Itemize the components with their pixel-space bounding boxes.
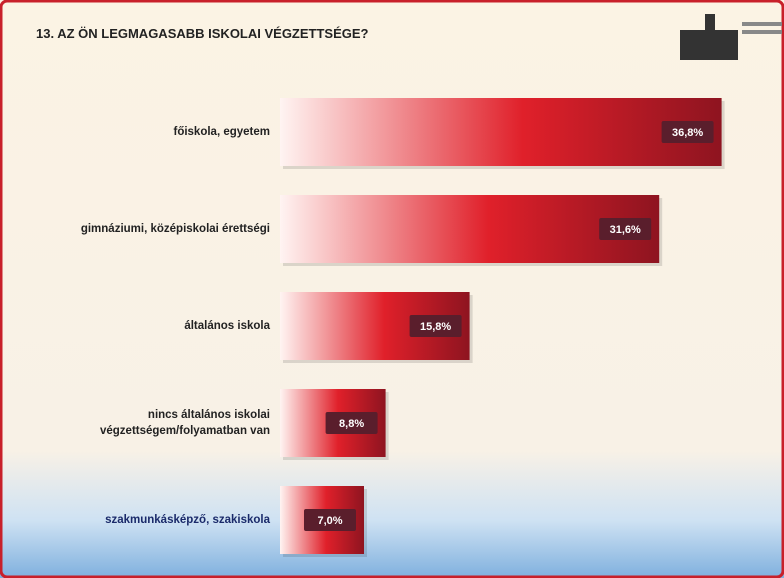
value-label: 8,8% [339, 418, 364, 430]
value-label: 36,8% [672, 127, 703, 139]
category-label: gimnáziumi, középiskolai érettségi [80, 223, 270, 235]
category-label: főiskola, egyetem [173, 126, 270, 138]
value-label: 7,0% [317, 515, 342, 527]
category-label: szakmunkásképző, szakiskola [105, 514, 270, 526]
chart-title: 13. AZ ÖN LEGMAGASABB ISKOLAI VÉGZETTSÉG… [36, 26, 369, 41]
value-label-box [661, 121, 714, 143]
value-label: 15,8% [420, 321, 451, 333]
value-label-box [599, 218, 652, 240]
value-label: 31,6% [610, 224, 641, 236]
value-label-box [409, 315, 462, 337]
bar [280, 195, 660, 263]
category-label: általános iskola [184, 320, 270, 332]
bar [280, 98, 722, 166]
category-label: nincs általános iskolai végzettségem/fol… [99, 409, 270, 437]
value-label-box [304, 509, 356, 531]
value-label-box [325, 412, 378, 434]
logo [680, 14, 782, 60]
